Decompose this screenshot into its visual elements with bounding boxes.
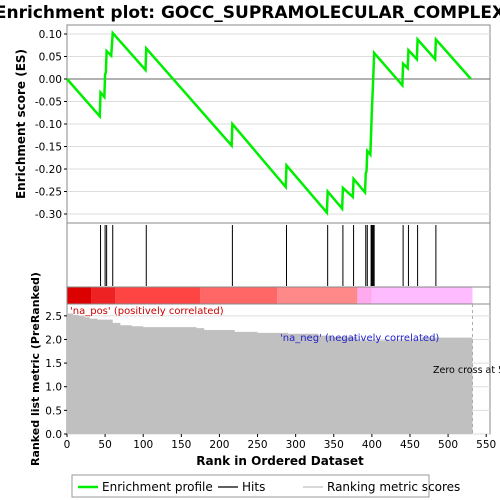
x-tick-label: 450	[400, 439, 420, 451]
es-grid	[67, 33, 490, 215]
ranking-metric-area	[67, 313, 473, 434]
es-tick-label: -0.05	[35, 97, 62, 109]
positive-correlation-annotation: 'na_pos' (positively correlated)	[70, 306, 224, 317]
x-tick-label: 0	[64, 439, 71, 451]
legend-label: Hits	[242, 480, 265, 494]
negative-correlation-annotation: 'na_neg' (negatively correlated)	[280, 333, 439, 344]
heatmap-segment	[277, 287, 358, 304]
x-tick-label: 400	[362, 439, 382, 451]
x-tick-label: 250	[248, 439, 268, 451]
metric-y-axis-label: Ranked list metric (PreRanked)	[29, 272, 42, 466]
legend-label: Enrichment profile	[102, 480, 213, 494]
chart-title: Enrichment plot: GOCC_SUPRAMOLECULAR_COM…	[0, 3, 500, 23]
x-tick-label: 550	[476, 439, 496, 451]
es-tick-label: -0.25	[35, 187, 62, 199]
es-tick-label: -0.30	[35, 209, 62, 221]
legend-label: Ranking metric scores	[327, 480, 460, 494]
hits-panel-frame	[66, 222, 491, 288]
x-tick-label: 50	[98, 439, 111, 451]
heatmap-segment	[115, 287, 201, 304]
x-tick-label: 500	[438, 439, 458, 451]
heatmap-segment	[357, 287, 372, 304]
es-y-ticks: 0.10 0.05 0.00 -0.05 -0.10 -0.15 -0.20 -0.25 -0.…	[35, 29, 67, 221]
x-tick-label: 150	[171, 439, 191, 451]
es-tick-label: 0.00	[39, 74, 62, 86]
es-tick-label: 0.05	[39, 52, 62, 64]
x-tick-label: 350	[324, 439, 344, 451]
metric-y-tick-label: 2.0	[45, 334, 62, 346]
enrichment-profile-line	[66, 30, 472, 216]
heatmap-segment	[67, 287, 92, 304]
es-tick-label: -0.10	[35, 119, 62, 131]
es-tick-label: -0.20	[35, 164, 62, 176]
metric-x-ticks: 0 50 100 150 200 250 300 350 400 450 500 550	[64, 434, 496, 451]
heatmap-segment	[91, 287, 116, 304]
metric-y-tick-label: 0.5	[45, 405, 62, 417]
metric-y-tick-label: 2.5	[45, 311, 62, 323]
x-tick-label: 300	[286, 439, 306, 451]
heatmap-segment	[200, 287, 278, 304]
x-axis-label: Rank in Ordered Dataset	[196, 454, 364, 468]
ranking-heatmap-bar	[67, 287, 473, 304]
metric-y-tick-label: 1.5	[45, 358, 62, 370]
es-tick-label: 0.10	[39, 29, 62, 41]
legend: Enrichment profile Hits Ranking metric sco…	[78, 480, 460, 494]
x-tick-label: 100	[133, 439, 153, 451]
hits-marks	[100, 225, 437, 286]
metric-y-tick-label: 1.0	[45, 382, 62, 394]
metric-y-tick-label: 0.0	[45, 429, 62, 441]
es-tick-label: -0.15	[35, 142, 62, 154]
es-y-axis-label: Enrichment score (ES)	[14, 49, 28, 199]
legend-box	[71, 474, 430, 498]
x-tick-label: 200	[209, 439, 229, 451]
zero-cross-annotation: Zero cross at 532	[433, 365, 500, 376]
metric-y-ticks: 0.0 0.5 1.0 1.5 2.0 2.5	[45, 311, 67, 441]
heatmap-segment	[371, 287, 473, 304]
